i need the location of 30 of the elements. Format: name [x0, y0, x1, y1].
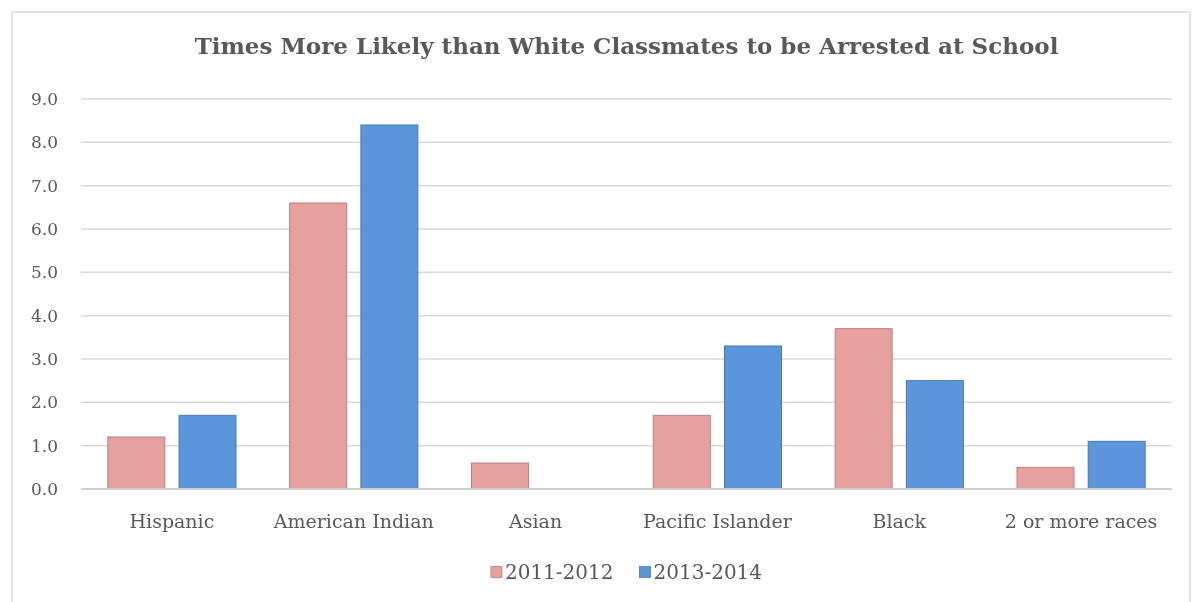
y-tick-label: 1.0	[30, 435, 58, 456]
x-tick-label: Black	[872, 510, 927, 532]
y-tick-label: 9.0	[30, 89, 58, 109]
bar	[1087, 440, 1146, 490]
y-tick-label: 3.0	[30, 349, 58, 369]
legend-label: 2011-2012	[504, 560, 614, 584]
x-tick-label: American Indian	[272, 510, 434, 532]
y-tick-label: 0.0	[30, 479, 58, 499]
bar	[178, 414, 237, 490]
x-tick-label: Asian	[508, 510, 563, 532]
bar	[107, 436, 166, 490]
bar	[289, 202, 348, 490]
legend-label: 2013-2014	[653, 560, 763, 584]
x-tick-label: Hispanic	[129, 510, 215, 532]
bar	[652, 414, 711, 490]
y-tick-label: 4.0	[30, 305, 58, 326]
bar	[834, 328, 893, 490]
x-tick-label: Pacific Islander	[643, 510, 793, 532]
y-tick-label: 2.0	[30, 392, 58, 413]
y-tick-label: 8.0	[30, 132, 58, 153]
bar	[470, 462, 529, 490]
y-tick-label: 7.0	[30, 175, 58, 196]
y-tick-label: 5.0	[30, 262, 58, 283]
chart-title: Times More Likely than White Classmates to be Arrested at School	[194, 31, 1059, 59]
bar	[724, 345, 783, 490]
bar	[905, 380, 964, 490]
x-tick-label: 2 or more races	[1004, 510, 1158, 532]
bar	[1016, 466, 1075, 490]
bar	[360, 124, 419, 490]
y-tick-label: 6.0	[30, 219, 58, 239]
